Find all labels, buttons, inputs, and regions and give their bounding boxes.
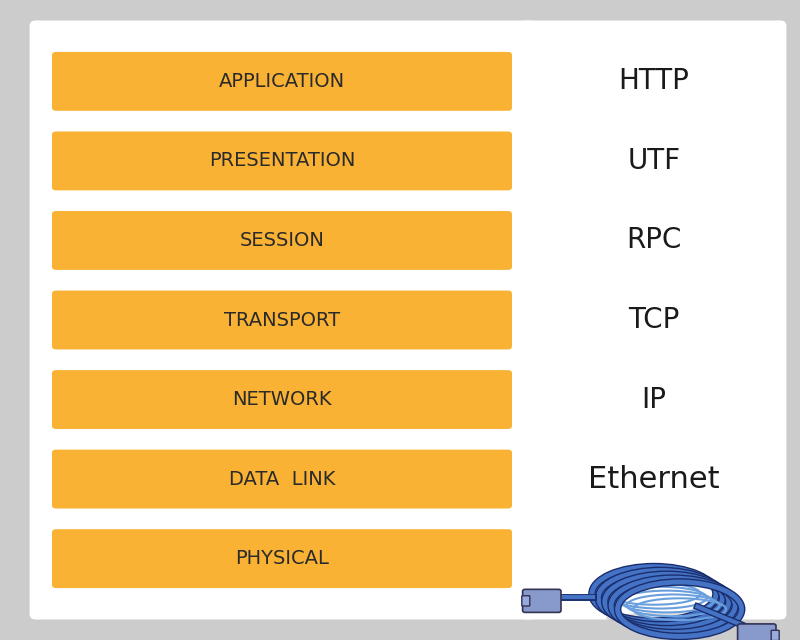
FancyBboxPatch shape (52, 131, 512, 190)
FancyBboxPatch shape (30, 20, 534, 620)
FancyBboxPatch shape (522, 589, 561, 612)
FancyBboxPatch shape (52, 211, 512, 270)
FancyBboxPatch shape (771, 630, 779, 640)
Text: RPC: RPC (626, 227, 682, 255)
FancyBboxPatch shape (52, 450, 512, 509)
Text: UTF: UTF (627, 147, 681, 175)
FancyBboxPatch shape (52, 52, 512, 111)
Text: PRESENTATION: PRESENTATION (209, 152, 355, 170)
Text: PHYSICAL: PHYSICAL (235, 549, 329, 568)
FancyBboxPatch shape (522, 596, 530, 606)
FancyBboxPatch shape (52, 370, 512, 429)
Text: DATA  LINK: DATA LINK (229, 470, 335, 488)
Text: NETWORK: NETWORK (232, 390, 332, 409)
Ellipse shape (606, 612, 742, 624)
FancyBboxPatch shape (52, 529, 512, 588)
Text: IP: IP (642, 385, 666, 413)
FancyBboxPatch shape (52, 291, 512, 349)
FancyBboxPatch shape (738, 624, 776, 640)
FancyBboxPatch shape (522, 20, 786, 620)
Text: TCP: TCP (628, 306, 680, 334)
Text: HTTP: HTTP (618, 67, 690, 95)
Text: TRANSPORT: TRANSPORT (224, 310, 340, 330)
Text: SESSION: SESSION (239, 231, 325, 250)
Text: Ethernet: Ethernet (588, 465, 720, 493)
Text: APPLICATION: APPLICATION (219, 72, 345, 91)
